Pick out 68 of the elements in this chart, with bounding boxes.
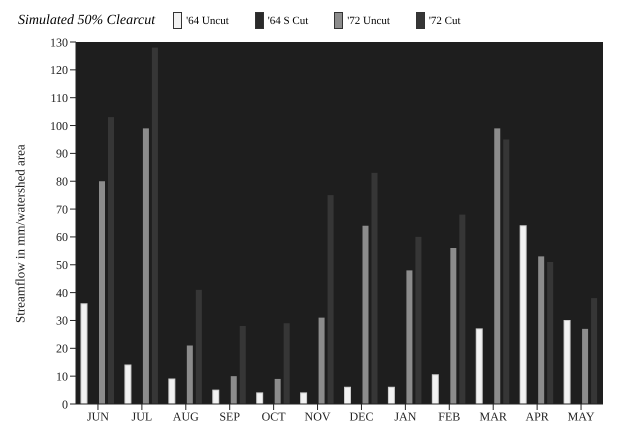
bar bbox=[520, 225, 527, 404]
y-tick-label: 60 bbox=[56, 230, 68, 244]
legend-label: '64 Uncut bbox=[185, 14, 229, 28]
bar bbox=[318, 318, 325, 404]
bar bbox=[99, 181, 105, 404]
legend-label: '72 Uncut bbox=[346, 14, 390, 28]
bar bbox=[547, 262, 554, 404]
chart-title: Simulated 50% Clearcut bbox=[18, 12, 156, 28]
y-tick-label: 80 bbox=[56, 174, 68, 188]
bar bbox=[284, 323, 290, 404]
y-tick-label: 50 bbox=[56, 258, 68, 272]
legend-label: '72 Cut bbox=[428, 14, 461, 28]
y-tick-label: 20 bbox=[56, 342, 68, 356]
y-tick-label: 110 bbox=[50, 90, 68, 105]
bar bbox=[256, 392, 264, 404]
bar bbox=[591, 298, 598, 404]
y-tick-label: 130 bbox=[50, 35, 68, 50]
y-tick-label: 30 bbox=[56, 314, 68, 328]
bar bbox=[168, 378, 176, 404]
y-tick-label: 0 bbox=[62, 397, 68, 412]
bar bbox=[142, 128, 149, 404]
y-tick-label: 70 bbox=[56, 202, 68, 216]
bar bbox=[564, 320, 571, 404]
bar bbox=[108, 117, 114, 404]
bar bbox=[432, 374, 439, 404]
x-tick-label: FEB bbox=[438, 410, 460, 424]
y-axis-title: Streamflow in mm/watershed area bbox=[12, 144, 28, 323]
bar bbox=[212, 390, 220, 404]
bar bbox=[328, 195, 334, 404]
bar bbox=[230, 376, 237, 404]
bar bbox=[415, 236, 422, 404]
x-tick-label: JAN bbox=[394, 410, 417, 424]
y-tick-label: 100 bbox=[50, 118, 68, 133]
bar bbox=[152, 48, 158, 404]
bar bbox=[80, 303, 88, 404]
bar bbox=[344, 386, 351, 404]
bar bbox=[362, 226, 368, 404]
bar bbox=[124, 364, 132, 404]
bar bbox=[503, 139, 510, 404]
bar bbox=[494, 128, 500, 404]
bar bbox=[300, 392, 308, 404]
bar bbox=[459, 214, 466, 404]
bar bbox=[186, 346, 193, 404]
x-tick-label: JUN bbox=[86, 410, 110, 424]
x-tick-label: MAY bbox=[568, 410, 595, 424]
bar bbox=[372, 172, 378, 404]
bar bbox=[240, 326, 246, 404]
bar bbox=[274, 378, 281, 404]
bar bbox=[476, 328, 483, 404]
bar bbox=[450, 248, 456, 404]
x-tick-label: NOV bbox=[304, 410, 331, 424]
y-tick-label: 10 bbox=[56, 369, 68, 384]
x-tick-label: JUL bbox=[132, 410, 152, 424]
x-tick-label: AUG bbox=[172, 410, 200, 424]
legend-label: '64 S Cut bbox=[266, 14, 308, 28]
y-tick-label: 40 bbox=[56, 286, 68, 300]
bar bbox=[582, 328, 588, 404]
x-tick-label: MAR bbox=[480, 410, 507, 424]
bar bbox=[388, 386, 395, 404]
x-tick-label: DEC bbox=[349, 410, 374, 424]
x-tick-label: SEP bbox=[219, 410, 240, 424]
y-tick-label: 120 bbox=[50, 63, 68, 78]
y-tick-label: 90 bbox=[56, 146, 68, 161]
x-tick-label: OCT bbox=[262, 410, 286, 424]
bar bbox=[196, 290, 202, 404]
x-tick-label: APR bbox=[525, 410, 549, 424]
bar bbox=[406, 270, 412, 404]
bar bbox=[538, 256, 544, 404]
